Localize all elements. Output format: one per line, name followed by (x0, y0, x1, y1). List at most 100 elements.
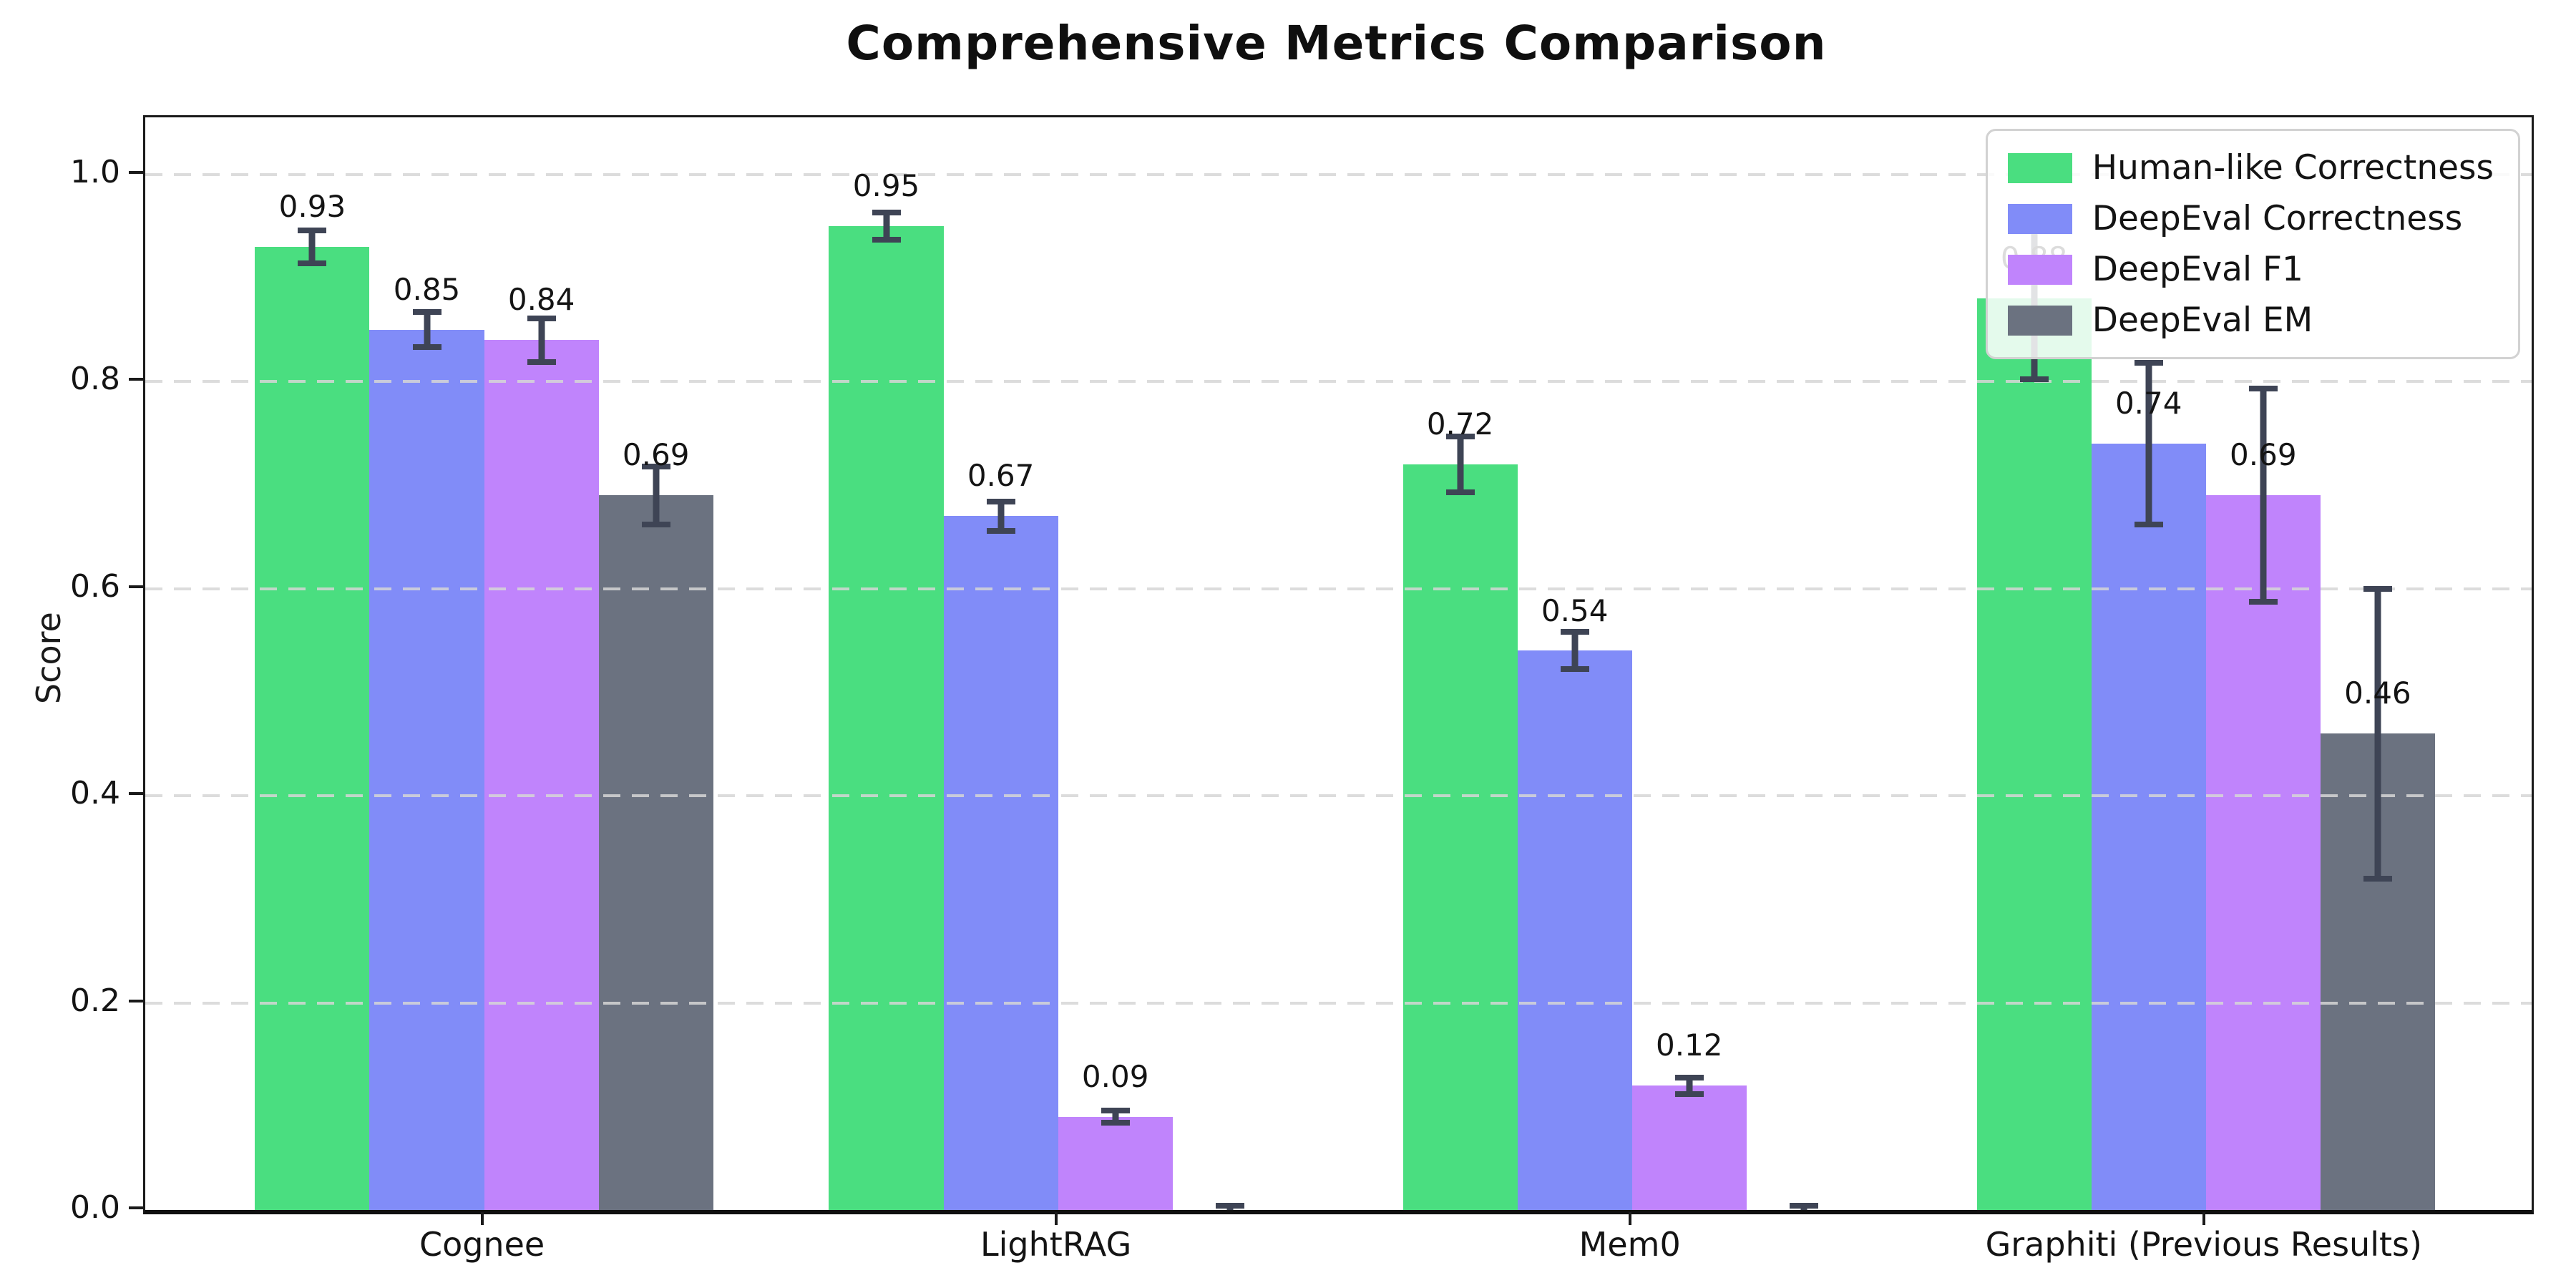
x-tick-label-lightrag: LightRAG (980, 1225, 1132, 1264)
error-bar (308, 230, 316, 264)
legend-swatch (2007, 305, 2072, 336)
error-bar (1112, 1111, 1119, 1123)
x-tick-mark (480, 1212, 484, 1225)
y-tick-label: 0.8 (70, 361, 120, 398)
error-bar-cap (1216, 1211, 1244, 1214)
bar-value-label: 0.93 (278, 189, 346, 225)
bar-value-label: 0.95 (852, 168, 920, 204)
error-bar-cap (2363, 875, 2392, 882)
error-bar (653, 466, 660, 525)
error-bar-cap (2019, 376, 2049, 383)
error-bar-cap (641, 463, 670, 469)
bar-value-label: 0.54 (1541, 592, 1609, 628)
error-bar-cap (2134, 360, 2163, 366)
error-bar-cap (412, 309, 441, 316)
gridline (145, 1001, 2532, 1005)
error-bar (2374, 588, 2381, 879)
bar-value-label: 0.67 (967, 458, 1035, 494)
error-bar (2145, 363, 2152, 525)
y-tick-mark (129, 378, 143, 381)
error-bar-cap (527, 315, 556, 321)
error-bar-cap (527, 358, 556, 365)
error-bar (1571, 632, 1579, 670)
legend-label: DeepEval EM (2092, 301, 2313, 340)
bar-value-label: 0.74 (2114, 386, 2182, 421)
y-tick-label: 0.6 (70, 567, 120, 605)
error-bar (2260, 389, 2267, 602)
bar-cognee-series0 (255, 246, 370, 1210)
gridline (145, 380, 2532, 384)
error-bar-cap (1445, 433, 1475, 439)
error-bar-cap (986, 527, 1015, 534)
bar-lightrag-series1 (943, 516, 1058, 1210)
error-bar-cap (298, 260, 327, 267)
error-bar-cap (1560, 666, 1589, 673)
x-tick-mark (1054, 1212, 1058, 1225)
bar-value-label: 0.69 (2230, 437, 2297, 473)
legend-swatch (2007, 254, 2072, 285)
legend-label: Human-like Correctness (2092, 148, 2494, 187)
error-bar (1686, 1077, 1693, 1094)
error-bar-cap (1101, 1108, 1130, 1114)
x-tick-label-graphiti: Graphiti (Previous Results) (1985, 1225, 2422, 1264)
error-bar (997, 502, 1005, 531)
error-bar (883, 213, 890, 240)
error-bar-cap (1445, 489, 1475, 495)
legend-swatch (2007, 203, 2072, 234)
bar-cognee-series1 (369, 329, 484, 1210)
y-tick-mark (129, 170, 143, 174)
bar-mem0-series1 (1517, 650, 1632, 1210)
legend-label: DeepEval Correctness (2092, 199, 2463, 238)
chart-title: Comprehensive Metrics Comparison (846, 16, 1827, 71)
gridline (145, 172, 2532, 176)
error-bar-cap (2134, 521, 2163, 527)
x-tick-label-cognee: Cognee (419, 1225, 545, 1264)
error-bar-cap (298, 227, 327, 233)
legend-item: DeepEval EM (2007, 301, 2494, 340)
legend-item: DeepEval Correctness (2007, 199, 2494, 238)
bar-cognee-series2 (484, 340, 599, 1210)
bar-value-label: 0.12 (1655, 1028, 1723, 1063)
x-tick-label-mem0: Mem0 (1579, 1225, 1681, 1264)
x-tick-mark (1628, 1212, 1631, 1225)
error-bar-cap (641, 521, 670, 527)
x-tick-mark (2202, 1212, 2205, 1225)
bar-graphiti-series0 (1976, 298, 2092, 1210)
gridline (145, 794, 2532, 798)
error-bar (424, 312, 431, 348)
y-tick-mark (129, 585, 143, 588)
bar-graphiti-series1 (2091, 443, 2206, 1210)
bar-graphiti-series2 (2205, 495, 2321, 1210)
bar-value-label: 0.85 (393, 271, 461, 307)
legend: Human-like Correctness DeepEval Correctne… (1985, 129, 2520, 359)
bar-value-label: 0.72 (1426, 406, 1494, 442)
error-bar-cap (1560, 629, 1589, 635)
y-tick-label: 0.4 (70, 775, 120, 812)
error-bar-cap (1101, 1120, 1130, 1126)
legend-swatch (2007, 152, 2072, 183)
error-bar-cap (1215, 1203, 1244, 1209)
bar-mem0-series0 (1402, 464, 1518, 1210)
error-bar-cap (2363, 585, 2392, 592)
error-bar-cap (872, 236, 901, 243)
bar-value-label: 0.09 (1081, 1058, 1149, 1094)
y-tick-label: 0.0 (70, 1189, 120, 1226)
error-bar-cap (1789, 1203, 1818, 1209)
bar-lightrag-series2 (1058, 1116, 1173, 1210)
error-bar-cap (2248, 599, 2278, 605)
legend-item: DeepEval F1 (2007, 250, 2494, 289)
error-bar-cap (872, 210, 901, 216)
y-tick-label: 0.2 (70, 982, 120, 1019)
bar-value-label: 0.84 (507, 282, 575, 318)
bar-value-label: 0.69 (622, 437, 690, 473)
error-bar-cap (1790, 1211, 1818, 1214)
error-bar-cap (412, 344, 441, 351)
y-tick-label: 1.0 (70, 153, 120, 190)
legend-label: DeepEval F1 (2092, 250, 2303, 289)
bar-value-label: 0.46 (2344, 675, 2411, 711)
error-bar (538, 318, 545, 362)
error-bar-cap (2248, 386, 2278, 392)
bar-mem0-series2 (1631, 1085, 1747, 1210)
gridline (145, 587, 2532, 590)
